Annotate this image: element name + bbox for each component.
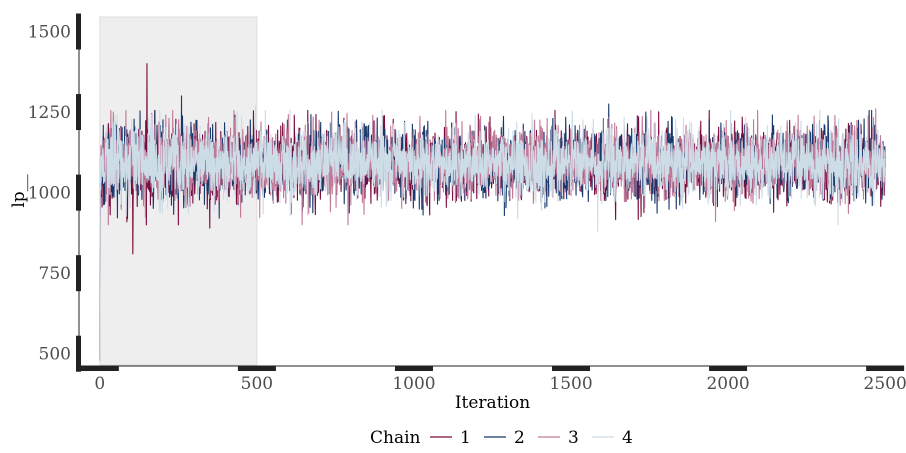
legend-title: Chain [370, 428, 421, 448]
series-line-chain-4 [99, 105, 886, 361]
legend-label-chain-1: 1 [460, 428, 471, 448]
y-tick-mark [76, 94, 81, 131]
x-axis-title: Iteration [455, 393, 530, 413]
x-tick-mark [394, 366, 433, 371]
x-tick-label: 500 [241, 374, 273, 394]
x-tick-mark [80, 366, 119, 371]
x-tick-label: 0 [94, 374, 105, 394]
legend-label-chain-2: 2 [514, 428, 525, 448]
y-tick-label: 1500 [28, 23, 71, 43]
x-tick-label: 1000 [392, 374, 435, 394]
legend: Chain 1 2 3 4 [370, 428, 633, 448]
x-tick-label: 2000 [706, 374, 749, 394]
legend-label-chain-3: 3 [568, 428, 579, 448]
y-tick-label: 750 [39, 264, 71, 284]
y-tick-mark [76, 255, 81, 292]
y-tick-label: 500 [39, 345, 71, 365]
y-tick-mark [76, 174, 81, 211]
y-axis-title: lp__ [9, 174, 29, 208]
legend-label-chain-4: 4 [622, 428, 633, 448]
x-tick-label: 1500 [549, 374, 592, 394]
y-tick-label: 1250 [28, 103, 71, 123]
series-layer [99, 63, 886, 361]
y-tick-mark [76, 13, 81, 50]
axes-layer: 500 750 1000 1250 1500 0 500 1000 1500 2000 2500 It… [9, 13, 906, 413]
y-tick-mark [76, 335, 81, 372]
x-tick-mark [709, 366, 748, 371]
x-tick-mark [552, 366, 591, 371]
x-tick-label: 2500 [864, 374, 906, 394]
x-tick-mark [237, 366, 276, 371]
x-tick-mark [866, 366, 905, 371]
y-tick-label: 1000 [28, 184, 71, 204]
